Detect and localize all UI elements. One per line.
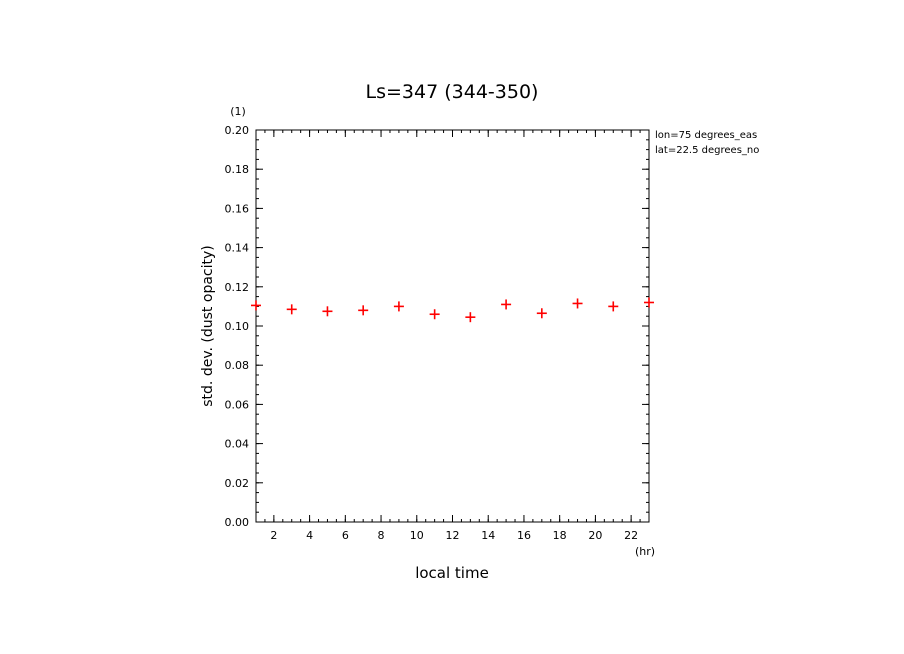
data-point [501,299,512,310]
x-tick-label: 12 [446,529,460,542]
y-tick-label: 0.04 [225,438,250,451]
data-point [536,308,547,319]
x-tick-label: 18 [553,529,567,542]
data-point [644,297,654,308]
x-tick-label: 20 [588,529,602,542]
plot-frame [255,129,650,523]
x-tick-label: 22 [624,529,638,542]
x-unit-label: (hr) [635,545,655,558]
data-point [429,309,440,320]
x-tick-label: 14 [481,529,495,542]
x-tick-label: 16 [517,529,531,542]
data-point [608,301,619,312]
chart-title: Ls=347 (344-350) [366,81,539,103]
tick-labels: 2 4 6 8 10 12 14 16 18 20 22 0.00 0.02 0.04 0.06 0.08 0.… [225,124,639,542]
y-axis-label: std. dev. (dust opacity) [200,245,216,406]
data-point [358,305,369,316]
y-unit-label: (1) [230,105,246,118]
annotation-lat: lat=22.5 degrees_no [655,145,759,156]
x-axis-label: local time [415,564,489,582]
x-tick-label: 8 [378,529,385,542]
y-tick-label: 0.10 [225,320,250,333]
x-tick-label: 10 [410,529,424,542]
x-tick-label: 6 [342,529,349,542]
y-tick-label: 0.06 [225,398,250,411]
data-point [572,298,583,309]
x-tick-label: 2 [270,529,277,542]
y-tick-label: 0.18 [225,163,250,176]
data-points [251,297,654,323]
y-tick-label: 0.14 [225,242,250,255]
data-point [251,300,261,311]
data-point [465,312,476,323]
y-tick-label: 0.12 [225,281,250,294]
y-tick-label: 0.16 [225,202,250,215]
y-tick-label: 0.08 [225,359,250,372]
y-tick-label: 0.20 [225,124,250,137]
x-tick-label: 4 [306,529,313,542]
axis-ticks [255,129,650,523]
data-point [393,301,404,312]
y-tick-label: 0.00 [225,516,250,529]
data-point [322,306,333,317]
y-tick-label: 0.02 [225,477,250,490]
annotation-lon: lon=75 degrees_eas [655,130,757,141]
data-point [286,304,297,315]
